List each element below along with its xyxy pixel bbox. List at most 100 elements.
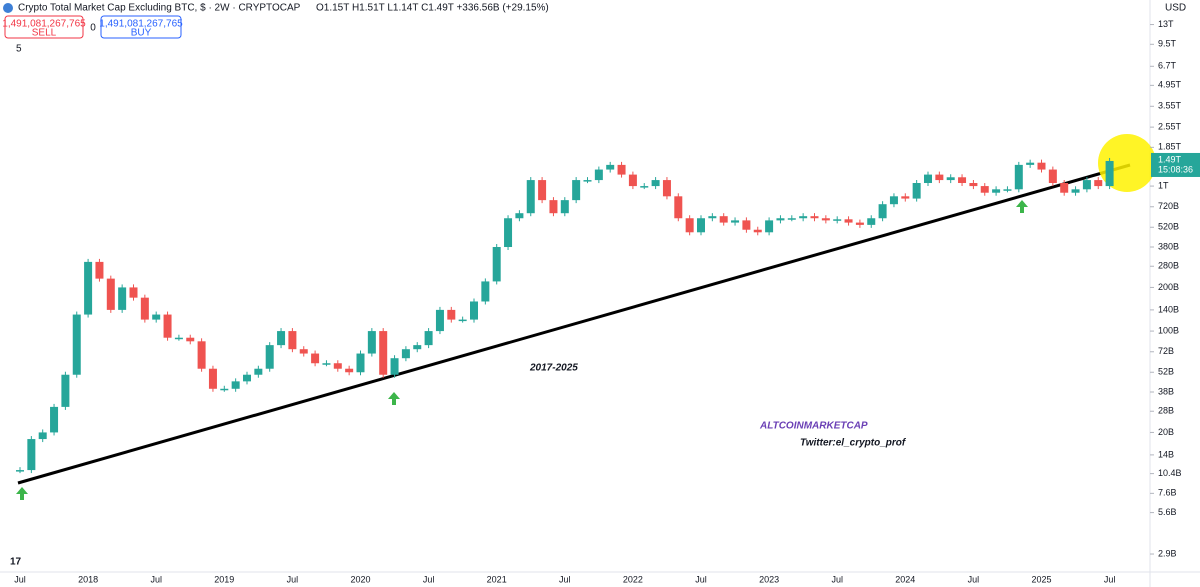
candle-body: [912, 183, 921, 199]
candle-body: [526, 180, 535, 214]
price-countdown: 15:08:36: [1158, 164, 1193, 174]
y-tick-label: 20B: [1158, 427, 1174, 437]
candle-body: [140, 297, 149, 320]
candle-body: [367, 331, 376, 354]
candle-body: [152, 314, 161, 320]
candle-body: [311, 353, 320, 364]
candle-body: [549, 200, 558, 214]
candle-body: [129, 287, 138, 298]
x-tick-label: 2020: [350, 574, 370, 584]
y-tick-label: 720B: [1158, 201, 1179, 211]
x-tick-label: Jul: [695, 574, 707, 584]
candle-body: [1037, 162, 1046, 170]
candle-body: [265, 345, 274, 369]
candle-body: [855, 222, 864, 225]
candle-body: [889, 196, 898, 205]
buy-label: BUY: [131, 28, 152, 39]
candle-body: [220, 388, 229, 391]
candle-body: [833, 219, 842, 221]
sell-price: 1,491,081,267,765: [2, 19, 86, 30]
trend-line: [17, 163, 1131, 485]
candle-body: [379, 331, 388, 375]
candle-body: [277, 331, 286, 346]
candle-body: [390, 358, 399, 375]
candle-body: [413, 345, 422, 350]
candle-body: [765, 220, 774, 233]
arrows: [16, 200, 1028, 500]
candle-body: [662, 180, 671, 197]
candle-body: [731, 220, 740, 223]
y-tick-label: 140B: [1158, 304, 1179, 314]
x-tick-label: 2019: [214, 574, 234, 584]
candle-body: [776, 218, 785, 221]
buy-button[interactable]: [100, 15, 182, 39]
x-tick-label: 2024: [895, 574, 915, 584]
candle-body: [901, 196, 910, 199]
candle-body: [27, 439, 36, 471]
price-label: 1.49T: [1158, 154, 1182, 164]
candle-body: [424, 331, 433, 346]
candle-body: [617, 164, 626, 175]
candle-body: [1060, 183, 1069, 193]
candle-body: [1026, 162, 1035, 165]
candle-body: [447, 309, 456, 320]
candle-body: [1105, 160, 1114, 187]
y-tick-label: 200B: [1158, 282, 1179, 292]
candle-body: [583, 180, 592, 182]
y-tick-label: 13T: [1158, 19, 1174, 29]
buy-price: 1,491,081,267,765: [99, 19, 183, 30]
y-tick-label: 3.55T: [1158, 101, 1182, 111]
candle-body: [1003, 189, 1012, 191]
candle-body: [356, 353, 365, 373]
candle-body: [1048, 169, 1057, 184]
candle-body: [197, 341, 206, 369]
y-tick-label: 520B: [1158, 222, 1179, 232]
candle-body: [470, 301, 478, 320]
x-tick-label: Jul: [287, 574, 299, 584]
candle-body: [787, 218, 796, 220]
y-tick-label: 1T: [1158, 180, 1169, 190]
candle-body: [640, 186, 649, 188]
candle-body: [821, 218, 830, 221]
y-tick-label: 5.6B: [1158, 507, 1177, 517]
candle-body: [992, 189, 1001, 193]
candle-body: [186, 337, 195, 342]
chart-title: Crypto Total Market Cap Excluding BTC, $…: [18, 3, 301, 14]
price-label-box: [1151, 152, 1200, 177]
candle-body: [118, 287, 127, 310]
candle-body: [208, 368, 217, 389]
sell-button[interactable]: [4, 15, 84, 39]
candle-body: [867, 218, 876, 225]
indicator-count[interactable]: 5: [16, 44, 22, 55]
candle-body: [685, 218, 694, 233]
x-tick-label: Jul: [423, 574, 435, 584]
candle-body: [1071, 189, 1080, 193]
x-tick-label: 2022: [623, 574, 643, 584]
candle-body: [254, 368, 263, 375]
candle-body: [61, 374, 70, 407]
candle-body: [481, 281, 490, 302]
y-tick-label: 14B: [1158, 449, 1174, 459]
candle-body: [1094, 180, 1103, 187]
candle-body: [844, 219, 853, 223]
x-tick-label: Jul: [831, 574, 843, 584]
candle-body: [72, 314, 81, 375]
candle-body: [878, 204, 887, 219]
x-tick-label: 2021: [487, 574, 507, 584]
candle-body: [504, 218, 513, 248]
x-tick-label: Jul: [559, 574, 571, 584]
y-tick-label: 72B: [1158, 346, 1174, 356]
candle-body: [958, 177, 967, 184]
candle-body: [322, 363, 331, 365]
candle-body: [560, 200, 569, 214]
y-tick-label: 10.4B: [1158, 468, 1182, 478]
x-tick-label: 2023: [759, 574, 779, 584]
x-tick-label: Jul: [14, 574, 26, 584]
x-tick-label: Jul: [150, 574, 162, 584]
candle-body: [606, 164, 615, 170]
x-tick-label: 2018: [78, 574, 98, 584]
y-tick-label: 280B: [1158, 261, 1179, 271]
candle-body: [924, 174, 932, 184]
